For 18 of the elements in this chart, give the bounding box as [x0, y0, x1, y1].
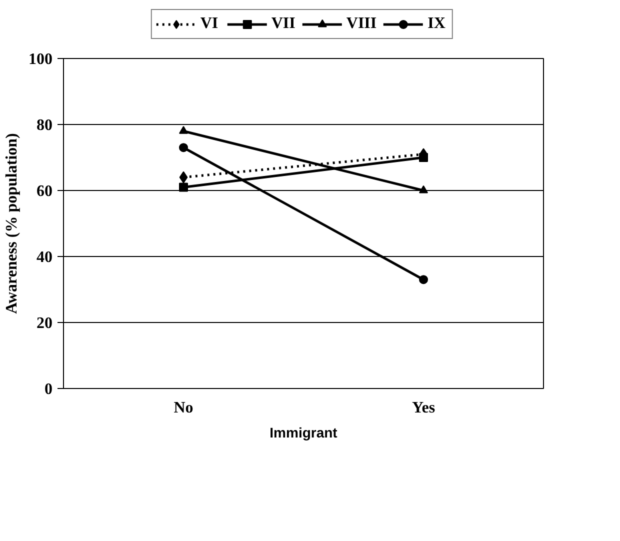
- point: [179, 182, 188, 192]
- y-tick-label: 40: [36, 249, 52, 266]
- point: [179, 171, 188, 184]
- y-tick-label: 0: [44, 381, 52, 398]
- legend-label: VIII: [346, 15, 377, 33]
- y-axis-title: Awareness (% population): [4, 133, 20, 314]
- x-axis-title: Immigrant: [270, 424, 338, 440]
- x-tick-label: No: [174, 400, 194, 416]
- legend-label: IX: [428, 15, 446, 33]
- point: [179, 143, 188, 152]
- y-tick-label: 60: [36, 183, 52, 200]
- legend-label: VI: [200, 15, 220, 33]
- y-tick-label: 20: [36, 315, 52, 332]
- point: [419, 275, 428, 284]
- x-tick-label: Yes: [412, 400, 436, 416]
- y-tick-label: 80: [36, 117, 52, 134]
- legend-label: VII: [271, 15, 296, 33]
- y-tick-label: 100: [28, 51, 52, 68]
